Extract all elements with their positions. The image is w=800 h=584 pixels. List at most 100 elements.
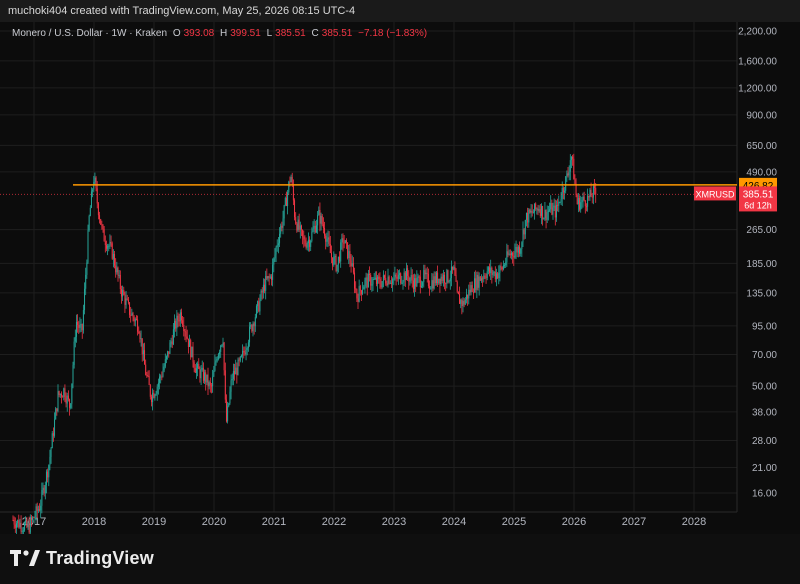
y-tick-label: 900.00: [746, 110, 777, 121]
candle-body: [24, 523, 26, 531]
candle-body: [185, 331, 187, 337]
candle-body: [450, 266, 452, 279]
candle-body: [328, 237, 330, 244]
candle-body: [358, 286, 360, 302]
candle-body: [439, 278, 441, 285]
candle-body: [40, 505, 42, 511]
candle-body: [532, 212, 534, 214]
candle-body: [568, 171, 570, 176]
candle-body: [384, 275, 386, 278]
candle-body: [73, 341, 75, 365]
y-tick-label: 16.00: [752, 489, 777, 500]
candle-body: [313, 225, 315, 229]
candle-body: [431, 280, 433, 289]
candle-body: [175, 320, 177, 329]
y-tick-label: 38.00: [752, 407, 777, 418]
candle-body: [251, 324, 253, 332]
candle-body: [366, 277, 368, 288]
candle-body: [433, 276, 435, 289]
candle-body: [497, 273, 499, 279]
candle-body: [550, 203, 552, 210]
candle-body: [552, 207, 554, 215]
candle-body: [524, 220, 526, 235]
candle-body: [259, 299, 261, 312]
candle-body: [207, 374, 209, 387]
candle-body: [81, 324, 83, 331]
candle-body: [587, 195, 589, 207]
candle-body: [225, 399, 227, 422]
candle-body: [239, 356, 241, 361]
candle-body: [561, 187, 563, 200]
candle-body: [454, 266, 456, 276]
candle-body: [351, 263, 353, 267]
candle-body: [539, 209, 541, 216]
candle-body: [540, 206, 542, 216]
candle-body: [442, 274, 444, 281]
candle-body: [527, 213, 529, 223]
candle-body: [484, 275, 486, 278]
candle-body: [576, 195, 578, 205]
candle-body: [27, 524, 29, 527]
candle-body: [545, 209, 547, 220]
candle-body: [537, 208, 539, 211]
candle-body: [427, 273, 429, 287]
candle-body: [453, 266, 455, 270]
candle-body: [119, 274, 121, 290]
candle-body: [377, 276, 379, 284]
candle-body: [470, 285, 472, 293]
candle-body: [209, 382, 211, 386]
last-price-label-bg: [739, 186, 777, 212]
candle-body: [573, 158, 575, 180]
candle-body: [12, 519, 14, 521]
candle-body: [60, 393, 62, 397]
candle-body: [240, 355, 242, 357]
candle-body: [111, 243, 113, 259]
candle-body: [319, 209, 321, 224]
candle-body: [531, 210, 533, 213]
candle-body: [472, 291, 474, 293]
candle-body: [417, 276, 419, 278]
tradingview-logo[interactable]: TradingView: [10, 548, 154, 569]
candle-body: [479, 276, 481, 281]
price-chart[interactable]: 16.00 21.00 28.00 38.00 50.00 70.00 95.00 135.0…: [0, 22, 800, 534]
candle-body: [272, 264, 274, 280]
candle-body: [387, 276, 389, 286]
candle-body: [55, 408, 57, 420]
candle-body: [332, 257, 334, 266]
candle-body: [494, 271, 496, 280]
legend-close-value: 385.51: [321, 28, 353, 39]
candle-body: [75, 321, 77, 337]
candle-body: [243, 350, 245, 353]
candle-body: [364, 279, 366, 287]
candle-body: [373, 278, 375, 280]
y-tick-label: 95.00: [752, 321, 777, 332]
candle-body: [67, 395, 69, 400]
candle-body: [579, 198, 581, 210]
candle-body: [289, 181, 291, 183]
candle-body: [357, 298, 359, 302]
candle-body: [438, 278, 440, 284]
candle-body: [538, 209, 540, 211]
candle-body: [47, 471, 49, 478]
candle-body: [220, 345, 222, 352]
candle-body: [172, 329, 174, 345]
candle-body: [569, 160, 571, 172]
x-tick-label: 2028: [682, 516, 706, 528]
candle-body: [423, 270, 425, 283]
candle-body: [57, 391, 59, 412]
candle-body: [582, 196, 584, 200]
candle-body: [88, 216, 90, 231]
chart-pane[interactable]: 16.00 21.00 28.00 38.00 50.00 70.00 95.00 135.0…: [0, 22, 800, 534]
candle-body: [276, 245, 278, 248]
candle-body: [242, 350, 244, 356]
candle-body: [138, 331, 140, 334]
candle-body: [463, 300, 465, 305]
candle-body: [397, 274, 399, 279]
y-tick-label: 185.00: [746, 259, 777, 270]
candle-body: [487, 267, 489, 272]
candle-body: [380, 284, 382, 288]
x-tick-label: 2018: [82, 516, 106, 528]
candle-body: [198, 363, 200, 370]
candle-body: [52, 433, 54, 436]
candle-body: [141, 338, 143, 355]
